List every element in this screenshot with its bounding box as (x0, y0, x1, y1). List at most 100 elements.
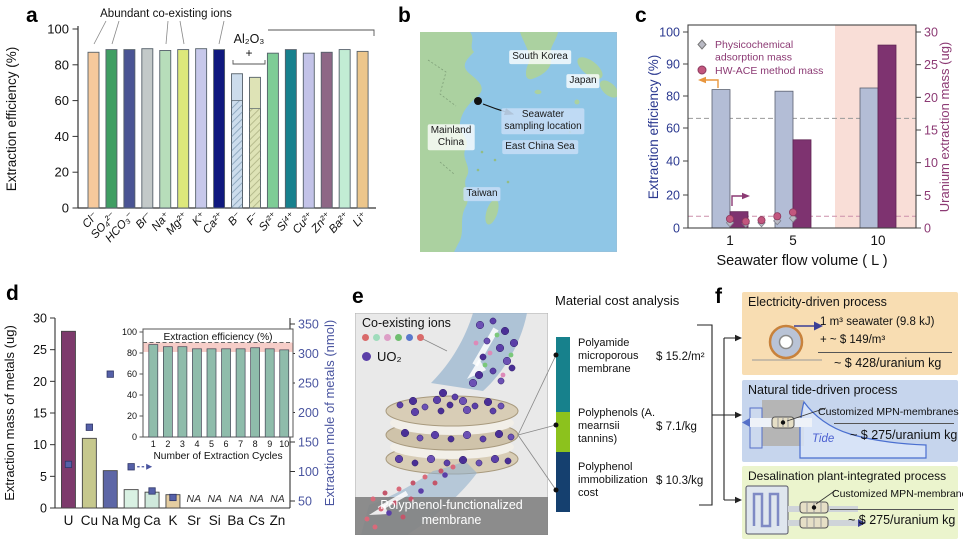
d-left-axis-label: Extraction mass of metals (ug) (2, 325, 17, 501)
c-legend-diamond (697, 39, 707, 50)
a-y-axis-label: Extraction efficiency (%) (4, 47, 19, 192)
tide-diagram (742, 400, 927, 459)
d-x-tick-label: Mg (122, 513, 141, 528)
sampling-point-marker (474, 97, 482, 105)
electricity-line2: + ~ $ 149/m³ (820, 334, 886, 346)
membrane-caption-line2: membrane (421, 513, 482, 527)
c-left-axis-label: Extraction efficiency (%) (646, 55, 661, 200)
a-y-tick-label: 80 (55, 57, 69, 72)
map-label-sampling-line2: sampling location (504, 121, 582, 132)
map-label-sampling-line1: Seawater (521, 109, 565, 121)
map-japan-island (599, 80, 617, 98)
a-annotation-group: Abundant co-existing ions (100, 8, 232, 20)
d-inset-x-tick: 7 (238, 439, 243, 449)
cost-item-3-value: $ 10.3/kg (656, 475, 704, 487)
a-annotation-plus: + (245, 46, 252, 60)
c-legend-label-2: HW-ACE method mass (715, 65, 823, 77)
d-left-tick-label: 20 (33, 375, 47, 389)
panel-e-letter: e (352, 285, 364, 308)
c-right-tick-label: 25 (924, 58, 938, 72)
cost-segment (556, 452, 570, 512)
cost-item-3-name: Polyphenol immobilization cost (578, 461, 648, 499)
d-right-tick-label: 50 (298, 495, 312, 509)
cost-item-2-name: Polyphenols (A. mearnsii tannins) (578, 407, 656, 445)
d-inset-y-tick: 40 (127, 390, 137, 400)
d-mole-marker (169, 493, 177, 502)
panel-a-letter: a (26, 4, 38, 27)
a-bar-hatch (249, 108, 261, 209)
a-bar-Cu²⁺ (302, 52, 315, 209)
c-x-axis-label: Seawater flow volume ( L ) (716, 253, 887, 269)
panel-a: a 0 20 40 60 80 100 Extraction efficiency (%) C… (0, 0, 392, 280)
desalination-separator (830, 509, 954, 510)
c-right-tick-label: 5 (924, 189, 931, 203)
tide-label: Tide (812, 433, 835, 445)
d-x-tick-label: K (168, 513, 177, 528)
a-bar-Si⁴⁺ (284, 49, 297, 209)
c-left-tick-label: 60 (666, 122, 680, 136)
panel-b: b South Korea Japan (395, 0, 625, 280)
d-inset-x-tick: 10 (279, 439, 289, 449)
c-legend-label-1b: adsorption mass (715, 52, 792, 64)
uo2-legend: UO₂ (362, 349, 402, 364)
a-y-tick-label: 0 (62, 201, 69, 216)
d-right-tick-label: 250 (298, 377, 319, 391)
c-hwace-point (741, 217, 750, 226)
map-label-mainland-line2: China (437, 137, 465, 148)
a-bar-HCO₃⁻ (123, 49, 136, 209)
d-inset-band (143, 342, 293, 352)
map-japan (577, 57, 603, 79)
c-efficiency-bar (859, 87, 879, 229)
d-inset-y-tick: 80 (127, 348, 137, 358)
d-x-tick-label: Cu (81, 513, 98, 528)
panel-d-letter: d (6, 282, 19, 305)
panel-c-letter: c (635, 4, 647, 27)
membrane-dot (811, 505, 817, 510)
d-inset-bar (148, 344, 159, 438)
cost-item-2-value: $ 7.1/kg (656, 421, 697, 433)
a-bar-Sr²⁺ (266, 52, 279, 209)
d-mole-marker (106, 370, 114, 378)
d-na-label: NA (228, 493, 243, 505)
desalination-diagram (745, 485, 866, 535)
map-label-south-korea: South Korea (509, 50, 571, 64)
cost-color-bar (556, 337, 570, 512)
c-right-tick-label: 30 (924, 26, 938, 40)
d-left-tick-label: 30 (33, 312, 47, 326)
flow-arrow-left (742, 418, 750, 427)
c-left-tick-label: 100 (659, 26, 680, 40)
d-right-axis-label: Extraction mole of metals (nmol) (322, 320, 337, 506)
a-bar-hatch (231, 100, 243, 209)
d-na-label: NA (270, 493, 285, 505)
d-inset-x-tick: 9 (267, 439, 272, 449)
process-title-desalination: Desalination plant-integrated process (748, 469, 947, 483)
d-inset-bar (250, 347, 260, 438)
a-annotation-al2o3: Al₂O₃ (234, 32, 265, 46)
d-x-tick-label: Na (102, 513, 120, 528)
d-x-tick-label: Sr (187, 513, 201, 528)
panel-c: c 1 5 10 0 20 40 60 80 90 100 0 5 10 15 20 25 30 Extracti… (625, 0, 963, 280)
c-hwace-point (773, 212, 782, 221)
cost-segment (556, 412, 570, 452)
c-legend-circle (697, 65, 707, 75)
d-right-tick-label: 200 (298, 406, 319, 420)
panel-f: f Electricity-driven process 1 m³ seawat… (695, 285, 963, 540)
a-y-tick-label: 40 (55, 129, 69, 144)
d-bar-Cu (81, 437, 97, 509)
desalination-membrane-label: Customized MPN-membranes (832, 488, 963, 500)
desalination-cost: ~ $ 275/uranium kg (848, 513, 956, 527)
d-x-tick-label: Si (209, 513, 221, 528)
d-inset-x-tick: 2 (165, 439, 170, 449)
d-right-tick-label: 350 (298, 318, 319, 332)
membrane-illustration (355, 313, 548, 535)
a-bar-Br⁻ (141, 48, 154, 209)
d-inset-y-tick: 60 (127, 369, 137, 379)
cost-segment (556, 337, 570, 412)
c-right-tick-label: 10 (924, 156, 938, 170)
c-efficiency-bar (711, 89, 731, 229)
tide-membrane-label: Customized MPN-membranes (818, 406, 959, 418)
a-x-tick-label: Ca²⁺ (201, 210, 226, 236)
a-x-tick-label: B⁻ (226, 210, 244, 228)
map-jeju-island (534, 89, 542, 95)
